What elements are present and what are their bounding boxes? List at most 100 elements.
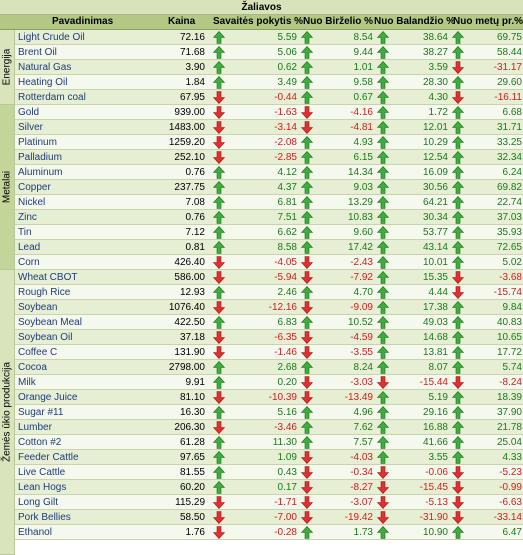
table-row[interactable]: Coffee C 131.90 -1.46 -3.55 13.81 17.72 — [15, 345, 523, 360]
weekly-change: 0.20 — [277, 377, 297, 388]
weekly-change: -0.44 — [274, 92, 297, 103]
april-change: 5.19 — [428, 392, 448, 403]
ytd-change: 5.74 — [502, 362, 522, 373]
arrow-up-icon — [212, 406, 226, 419]
header-june[interactable]: Nuo Birželio % — [303, 16, 374, 27]
commodity-name: Heating Oil — [18, 77, 68, 88]
table-row[interactable]: Copper 237.75 4.37 9.03 30.56 69.82 — [15, 180, 523, 195]
table-row[interactable]: Corn 426.40 -4.05 -2.43 10.01 5.02 — [15, 255, 523, 270]
table-row[interactable]: Brent Oil 71.68 5.06 9.44 38.27 58.44 — [15, 45, 523, 60]
table-row[interactable]: Cotton #2 61.28 11.30 7.57 41.66 25.04 — [15, 435, 523, 450]
weekly-change: 8.58 — [277, 242, 297, 253]
june-change: 10.52 — [347, 317, 373, 328]
arrow-down-icon — [212, 391, 226, 404]
arrow-up-icon — [451, 151, 465, 164]
table-row[interactable]: Orange Juice 81.10 -10.39 -13.49 5.19 18.39 — [15, 390, 523, 405]
table-row[interactable]: Lean Hogs 60.20 0.17 -8.27 -15.45 -0.99 — [15, 480, 523, 495]
table-row[interactable]: Ethanol 1.76 -0.28 1.73 10.90 6.47 — [15, 525, 523, 540]
table-row[interactable]: Light Crude Oil 72.16 5.59 8.54 38.64 69.75 — [15, 30, 523, 45]
arrow-up-icon — [212, 436, 226, 449]
arrow-down-icon — [451, 496, 465, 509]
table-row[interactable]: Sugar #11 16.30 5.16 4.96 29.16 37.90 — [15, 405, 523, 420]
table-row[interactable]: Soybean Meal 422.50 6.83 10.52 49.03 40.83 — [15, 315, 523, 330]
commodity-price: 1076.40 — [168, 302, 205, 313]
table-row[interactable]: Live Cattle 81.55 0.43 -0.34 -0.06 -5.23 — [15, 465, 523, 480]
commodity-name: Lumber — [18, 422, 52, 433]
table-row[interactable]: Lumber 206.30 -3.46 7.62 16.88 21.78 — [15, 420, 523, 435]
arrow-down-icon — [212, 91, 226, 104]
table-row[interactable]: Palladium 252.10 -2.85 6.15 12.54 32.34 — [15, 150, 523, 165]
commodity-name: Coffee C — [18, 347, 58, 358]
arrow-down-icon — [212, 106, 226, 119]
arrow-up-icon — [451, 241, 465, 254]
table-row[interactable]: Nickel 7.08 6.81 13.29 64.21 22.74 — [15, 195, 523, 210]
june-change: -3.55 — [350, 347, 373, 358]
commodity-price: 16.30 — [179, 407, 205, 418]
table-row[interactable]: Natural Gas 3.90 0.62 1.01 3.59 -31.17 — [15, 60, 523, 75]
arrow-up-icon — [451, 331, 465, 344]
ytd-change: 33.25 — [496, 137, 522, 148]
table-row[interactable]: Milk 9.91 0.20 -3.03 -15.44 -8.24 — [15, 375, 523, 390]
ytd-change: -6.63 — [499, 497, 522, 508]
commodity-name: Zinc — [18, 212, 37, 223]
header-name[interactable]: Pavadinimas — [52, 16, 114, 27]
commodity-price: 60.20 — [179, 482, 205, 493]
table-row[interactable]: Heating Oil 1.84 3.49 9.58 28.30 29.60 — [15, 75, 523, 90]
arrow-up-icon — [300, 436, 314, 449]
june-change: 8.24 — [353, 362, 373, 373]
table-row[interactable]: Pork Bellies 58.50 -7.00 -19.42 -31.90 -33.14 — [15, 510, 523, 525]
table-row[interactable]: Aluminum 0.76 4.12 14.34 16.09 6.24 — [15, 165, 523, 180]
header-april[interactable]: Nuo Balandžio % — [374, 16, 456, 27]
arrow-up-icon — [212, 211, 226, 224]
header-price[interactable]: Kaina — [168, 16, 196, 27]
table-row[interactable]: Wheat CBOT 586.00 -5.94 -7.92 15.35 -3.68 — [15, 270, 523, 285]
april-change: 53.77 — [422, 227, 448, 238]
ytd-change: 69.82 — [496, 182, 522, 193]
ytd-change: -5.23 — [499, 467, 522, 478]
table-row[interactable]: Tin 7.12 6.62 9.60 53.77 35.93 — [15, 225, 523, 240]
arrow-up-icon — [376, 346, 390, 359]
april-change: 30.34 — [422, 212, 448, 223]
june-change: 9.44 — [353, 47, 373, 58]
commodity-price: 115.29 — [175, 497, 205, 508]
header-row: Pavadinimas Kaina Savaitės pokytis % Nuo… — [0, 15, 523, 30]
table-row[interactable]: Long Gilt 115.29 -1.71 -3.07 -5.13 -6.63 — [15, 495, 523, 510]
june-change: 4.70 — [353, 287, 373, 298]
group-label: Energija — [1, 48, 13, 86]
commodity-price: 81.10 — [179, 392, 205, 403]
june-change: -4.59 — [350, 332, 373, 343]
june-change: -0.34 — [350, 467, 373, 478]
arrow-up-icon — [451, 316, 465, 329]
weekly-change: 2.68 — [277, 362, 297, 373]
arrow-up-icon — [300, 406, 314, 419]
table-row[interactable]: Silver 1483.00 -3.14 -4.81 12.01 31.71 — [15, 120, 523, 135]
arrow-up-icon — [212, 466, 226, 479]
arrow-up-icon — [212, 241, 226, 254]
weekly-change: 7.51 — [277, 212, 297, 223]
header-ytd[interactable]: Nuo metų pr.% — [453, 16, 523, 27]
table-row[interactable]: Zinc 0.76 7.51 10.83 30.34 37.03 — [15, 210, 523, 225]
header-weekly[interactable]: Savaitės pokytis % — [213, 16, 304, 27]
weekly-change: 6.83 — [277, 317, 297, 328]
table-row[interactable]: Rotterdam coal 67.95 -0.44 0.67 4.30 -16.11 — [15, 90, 523, 105]
weekly-change: -10.39 — [268, 392, 297, 403]
table-row[interactable]: Lead 0.81 8.58 17.42 43.14 72.65 — [15, 240, 523, 255]
june-change: -4.16 — [350, 107, 373, 118]
table-row[interactable]: Soybean Oil 37.18 -6.35 -4.59 14.68 10.65 — [15, 330, 523, 345]
arrow-down-icon — [212, 511, 226, 524]
table-row[interactable]: Cocoa 2798.00 2.68 8.24 8.07 5.74 — [15, 360, 523, 375]
june-change: 6.15 — [353, 152, 373, 163]
table-row[interactable]: Platinum 1259.20 -2.08 4.93 10.29 33.25 — [15, 135, 523, 150]
arrow-down-icon — [300, 391, 314, 404]
arrow-up-icon — [212, 451, 226, 464]
april-change: 30.56 — [422, 182, 448, 193]
arrow-down-icon — [451, 481, 465, 494]
table-row[interactable]: Soybean 1076.40 -12.16 -9.09 17.38 9.84 — [15, 300, 523, 315]
commodity-price: 58.50 — [179, 512, 205, 523]
commodity-price: 586.00 — [174, 272, 205, 283]
table-row[interactable]: Rough Rice 12.93 2.46 4.70 4.44 -15.74 — [15, 285, 523, 300]
table-row[interactable]: Feeder Cattle 97.65 1.09 -4.03 3.55 4.33 — [15, 450, 523, 465]
table-row[interactable]: Gold 939.00 -1.63 -4.16 1.72 6.68 — [15, 105, 523, 120]
ytd-change: 69.75 — [496, 32, 522, 43]
june-change: 1.01 — [353, 62, 373, 73]
